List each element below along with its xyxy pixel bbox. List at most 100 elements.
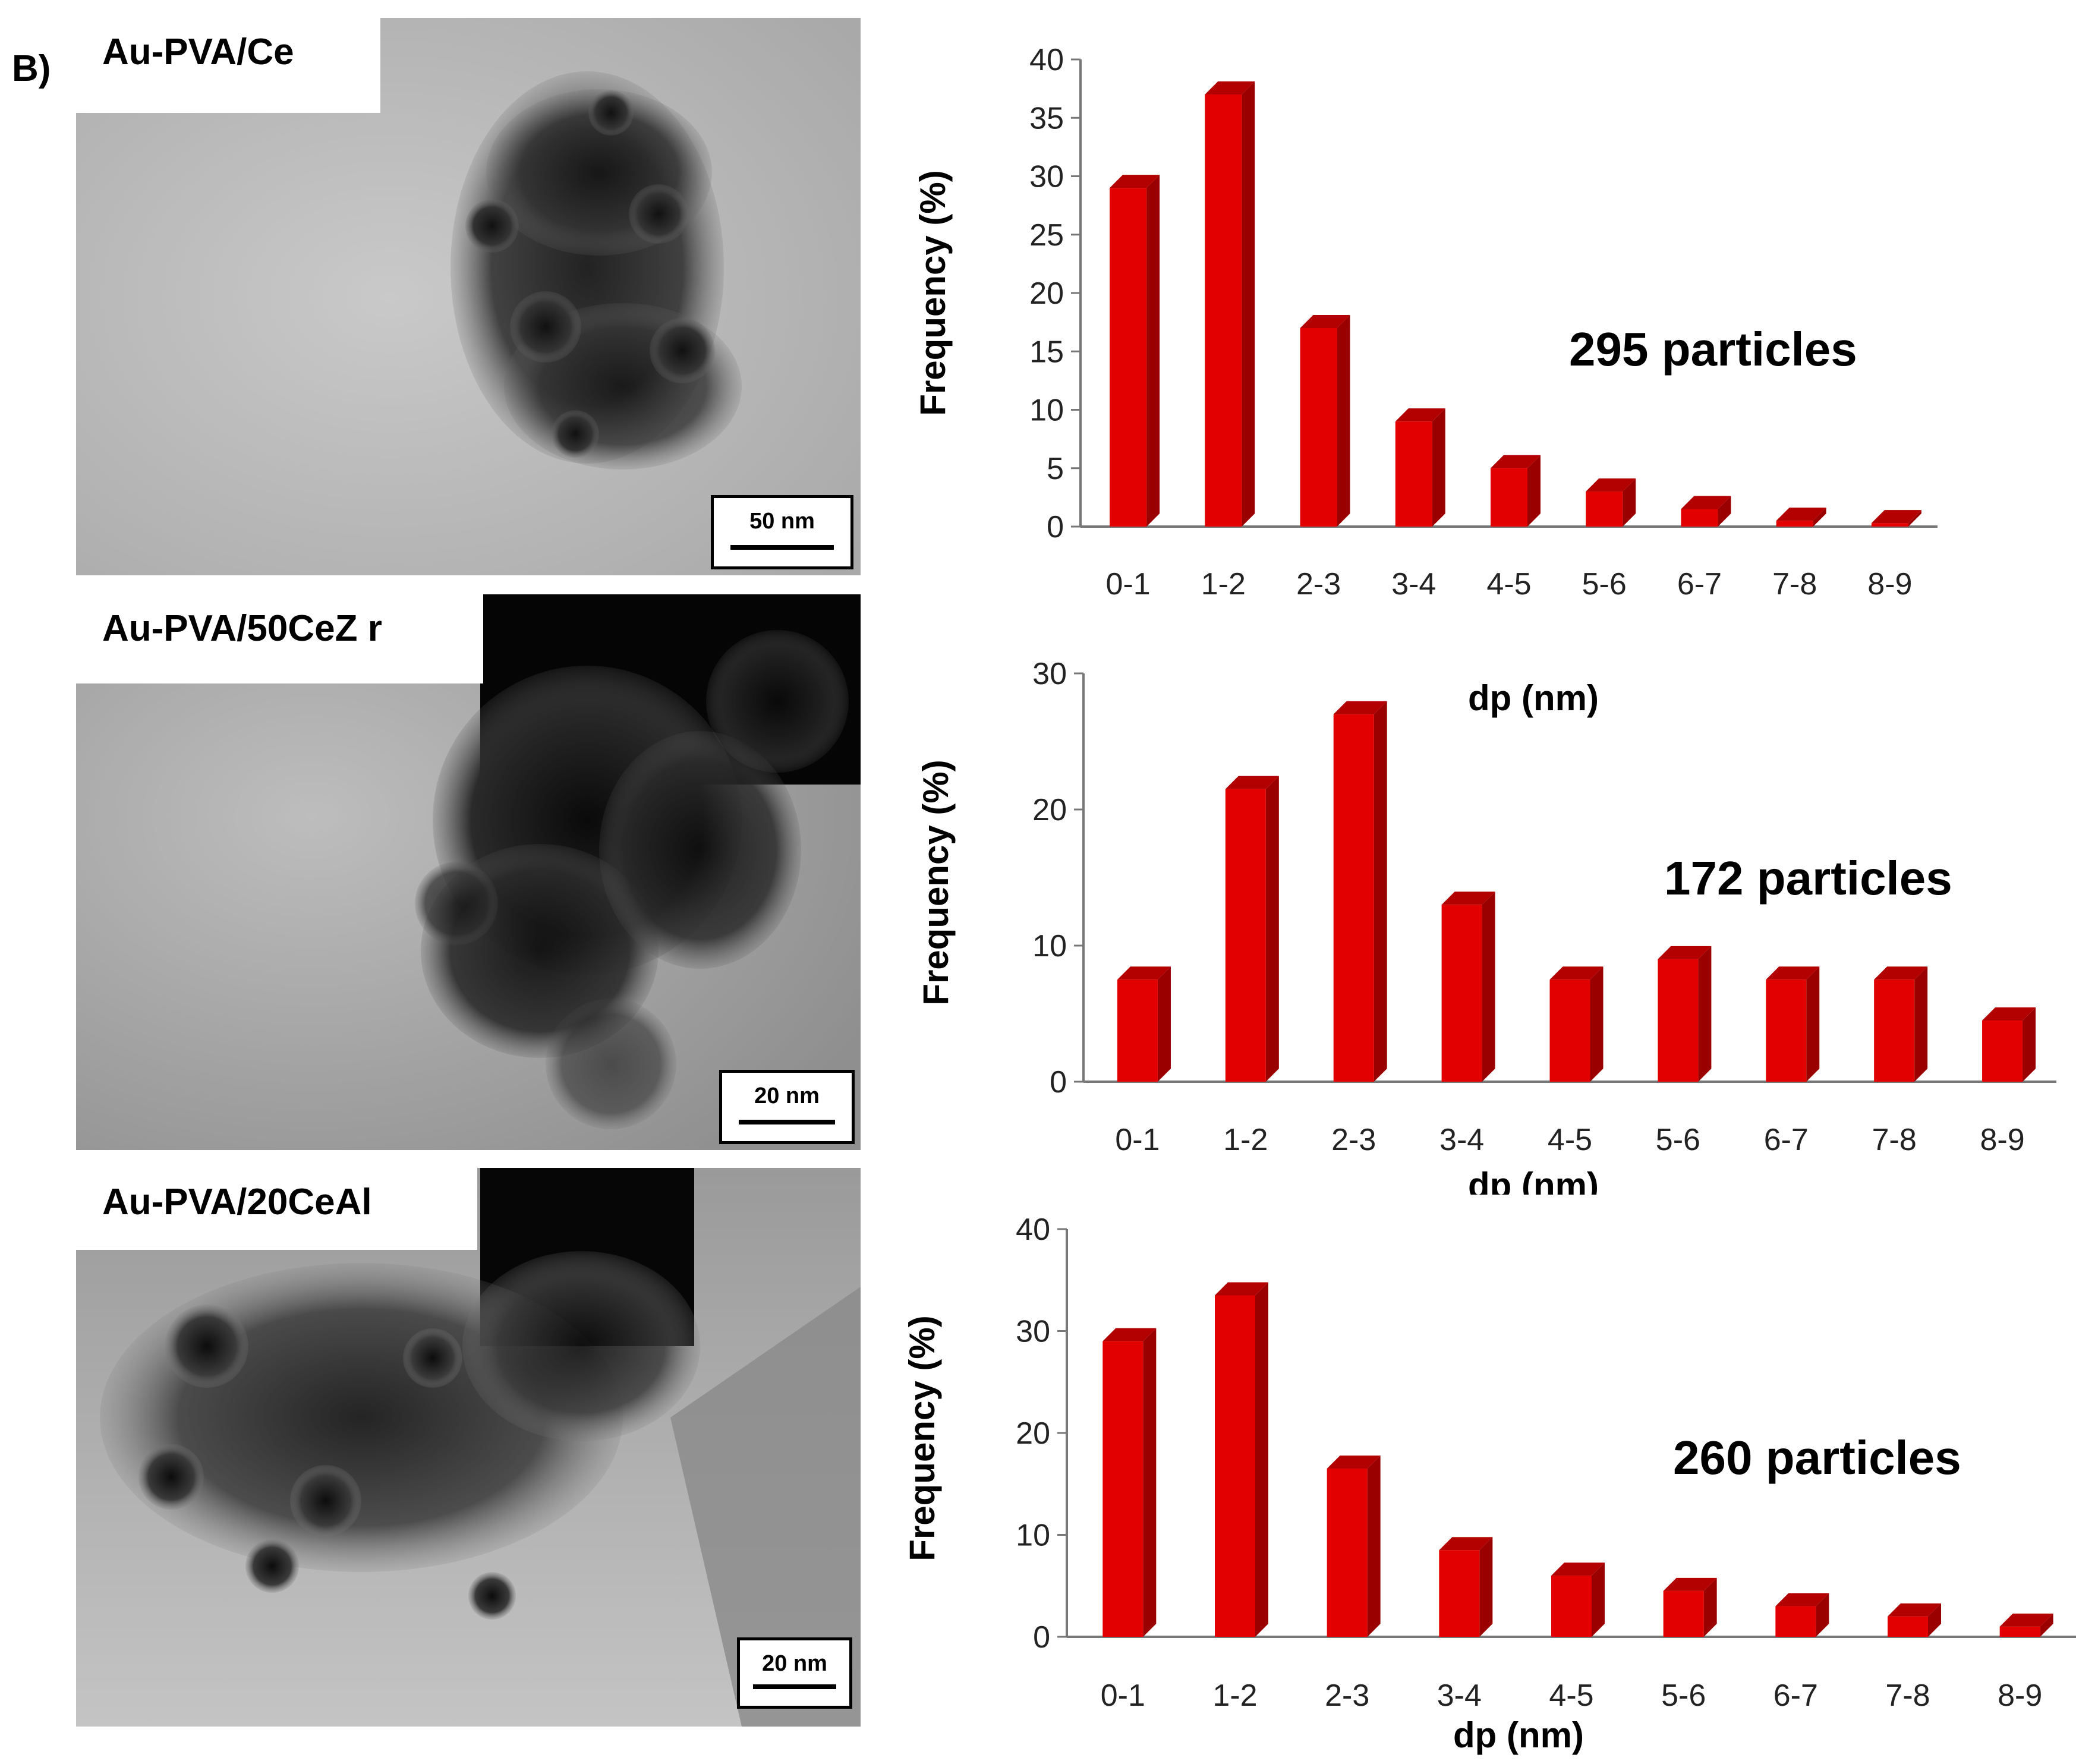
x-tick-label: 2-3 [1331, 1123, 1376, 1157]
bar-top [1333, 701, 1387, 714]
bar-top [1102, 1328, 1157, 1341]
x-tick-label: 7-8 [1772, 567, 1817, 601]
bar-1-2 [1205, 81, 1255, 527]
bar-top [1549, 966, 1604, 980]
bar-top [1586, 478, 1636, 492]
bar-front [1215, 1295, 1255, 1637]
x-tick-label: 2-3 [1296, 567, 1341, 601]
bar-front [1117, 979, 1158, 1082]
bar-2-3 [1327, 1456, 1381, 1637]
micrograph-label: Au-PVA/50CeZ r [76, 594, 483, 683]
scale-bar-line [739, 1120, 835, 1124]
bar-side [1914, 966, 1928, 1082]
bar-front [1549, 979, 1590, 1082]
bar-side [1623, 478, 1636, 527]
y-tick-label: 30 [1032, 657, 1067, 691]
bar-front [1102, 1341, 1143, 1637]
tem-image [76, 1168, 861, 1727]
bar-top [1300, 314, 1350, 328]
bar-side [1367, 1456, 1381, 1637]
x-tick-label: 6-7 [1677, 567, 1722, 601]
bar-side [1718, 496, 1731, 527]
histogram-chart: 0 10 20 30 40 0-1 1-2 2-3 3-4 4-5 5-6 6-7 7-8 8-9 Freq… [902, 1212, 2076, 1755]
y-axis-title: Frequency (%) [913, 170, 953, 415]
bar-side [1255, 1282, 1268, 1637]
particle-count-label: 172 particles [1664, 852, 1952, 905]
bar-8-9 [1982, 1007, 2036, 1082]
histogram-au-pva-50cezr: 0 10 20 30 0-1 1-2 2-3 3-4 4-5 5-6 6-7 7-8 8-9 Freque… [856, 648, 2076, 1195]
bar-7-8 [1874, 966, 1928, 1082]
bar-side [1813, 508, 1826, 527]
y-tick-label: 0 [1050, 1065, 1067, 1100]
bar-4-5 [1549, 966, 1604, 1082]
bar-top [1999, 1613, 2053, 1627]
bar-6-7 [1681, 496, 1731, 527]
bar-1-2 [1225, 776, 1279, 1082]
bar-top [1874, 966, 1928, 980]
bar-side [2040, 1613, 2053, 1637]
micrograph-label: Au-PVA/Ce [76, 18, 380, 113]
scale-bar: 50 nm [711, 495, 853, 569]
scale-bar: 20 nm [719, 1070, 855, 1144]
bar-1-2 [1215, 1282, 1268, 1637]
micrograph-label: Au-PVA/20CeAl [76, 1168, 477, 1250]
bar-front [1205, 94, 1242, 527]
x-tick-label: 5-6 [1661, 1678, 1706, 1713]
x-tick-label: 3-4 [1391, 567, 1436, 601]
x-tick-label: 4-5 [1548, 1123, 1592, 1157]
x-tick-label: 5-6 [1582, 567, 1627, 601]
bar-2-3 [1300, 314, 1350, 527]
y-axis-title: Frequency (%) [902, 1315, 942, 1561]
bar-top [1225, 776, 1279, 789]
scale-bar-line [753, 1684, 836, 1689]
x-tick-label: 6-7 [1773, 1678, 1818, 1713]
bar-front [1110, 188, 1147, 527]
x-tick-label: 3-4 [1439, 1123, 1484, 1157]
y-tick-label: 35 [1029, 101, 1064, 136]
bar-front [1225, 789, 1266, 1082]
scale-bar-line [730, 545, 834, 550]
x-tick-label: 6-7 [1764, 1123, 1809, 1157]
bar-side [1592, 1563, 1605, 1637]
bar-side [1703, 1577, 1717, 1637]
y-tick-label: 25 [1029, 218, 1064, 253]
bar-side [1265, 776, 1279, 1082]
histogram-chart: 0 5 10 15 20 25 30 35 40 0-1 1-2 2-3 3-4 4-5 5-6 6-7 7-8… [913, 43, 1938, 601]
y-tick-label: 30 [1029, 160, 1064, 194]
bar-side [1146, 175, 1160, 527]
bar-top [1775, 1593, 1829, 1606]
bar-side [1908, 510, 1921, 527]
x-axis-title: dp (nm) [1468, 1166, 1599, 1195]
bar-top [1551, 1563, 1605, 1576]
bar-side [1698, 946, 1712, 1082]
particle-count-label: 260 particles [1673, 1431, 1961, 1484]
x-tick-label: 2-3 [1325, 1678, 1369, 1713]
bar-top [1776, 508, 1826, 521]
bar-8-9 [1871, 510, 1921, 527]
bar-top [1110, 175, 1160, 188]
bar-top [1681, 496, 1731, 509]
x-tick-label: 8-9 [1998, 1678, 2042, 1713]
scale-bar-text: 50 nm [749, 509, 815, 534]
bar-3-4 [1439, 1537, 1493, 1637]
micrograph-au-pva-20ceal: Au-PVA/20CeAl 20 nm [76, 1168, 861, 1727]
y-tick-label: 20 [1029, 276, 1064, 311]
bar-top [1441, 892, 1495, 905]
y-tick-label: 10 [1016, 1519, 1050, 1553]
bar-front [1999, 1626, 2040, 1637]
tem-image [76, 18, 861, 575]
bar-side [1590, 966, 1604, 1082]
bar-side [1337, 314, 1350, 527]
y-tick-label: 20 [1032, 793, 1067, 827]
bar-0-1 [1117, 966, 1171, 1082]
y-tick-label: 40 [1016, 1212, 1050, 1247]
bar-top [1888, 1603, 1941, 1617]
x-tick-label: 5-6 [1656, 1123, 1700, 1157]
bar-6-7 [1766, 966, 1820, 1082]
scale-bar: 20 nm [737, 1637, 852, 1709]
bar-front [1982, 1020, 2023, 1082]
y-tick-label: 30 [1016, 1315, 1050, 1349]
bar-top [1205, 81, 1255, 94]
bar-front [1586, 492, 1623, 527]
bar-front [1491, 468, 1527, 527]
